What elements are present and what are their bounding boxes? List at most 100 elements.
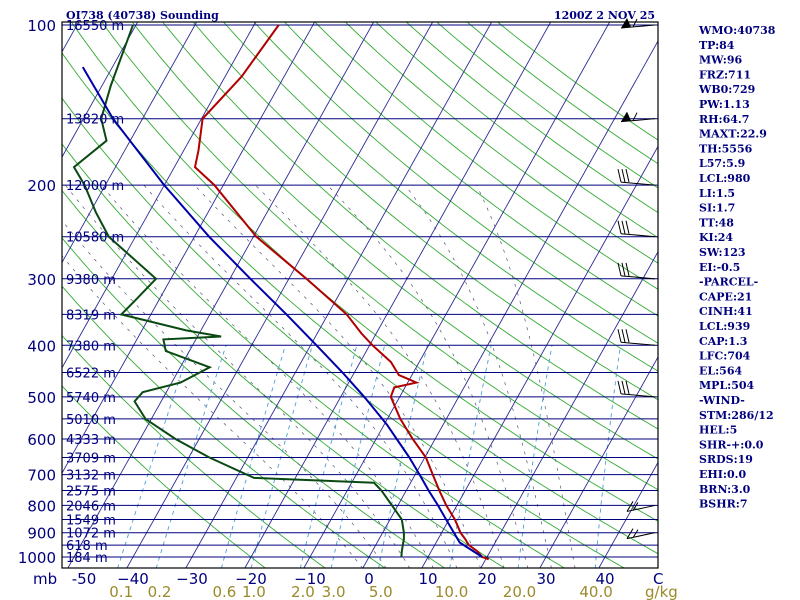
- moist-adiabat-line: [194, 184, 481, 568]
- temperature-profile-line: [193, 24, 490, 561]
- wind-barb-feather: [626, 528, 634, 539]
- wind-barb-feather: [632, 529, 639, 538]
- isotherm-line: [62, 22, 198, 264]
- mixing-ratio-label: 0.1: [109, 583, 133, 600]
- temperature-tick-label: −30: [176, 570, 208, 588]
- pressure-tick-label: 400: [27, 337, 56, 355]
- height-label: 12000 m: [66, 179, 124, 194]
- wind-barb-shaft: [620, 393, 656, 398]
- moist-adiabat-line: [143, 184, 458, 568]
- mixing-ratio-label: 2.0: [291, 583, 315, 600]
- isotherm-line: [303, 22, 611, 568]
- wind-barb-feather: [621, 262, 626, 276]
- stats-line: -WIND-: [699, 394, 745, 407]
- stats-line: TP:84: [699, 39, 735, 52]
- wind-barb: [620, 18, 656, 29]
- temperature-tick-label: −40: [117, 570, 149, 588]
- mixing-ratio-line: [155, 345, 227, 568]
- height-label: 1549 m: [66, 514, 116, 529]
- height-label: 7380 m: [66, 339, 116, 354]
- wind-barb-shaft: [620, 181, 656, 186]
- chart-datetime: 1200Z 2 NOV 25: [554, 9, 655, 22]
- grid-layer: [62, 22, 658, 568]
- wind-barb-feather: [625, 380, 630, 394]
- isotherm-line: [62, 22, 139, 159]
- height-label: 5010 m: [66, 413, 116, 428]
- wind-barb-feather: [632, 112, 638, 121]
- pressure-tick-label: 600: [27, 431, 56, 449]
- temperature-tick-label: 30: [536, 570, 555, 588]
- wind-barb-shaft: [620, 24, 656, 29]
- wind-barb-feather: [632, 502, 639, 511]
- temperature-tick-label: 40: [595, 570, 614, 588]
- dry-adiabat-line: [62, 189, 506, 568]
- mixing-ratio-label: 20.0: [503, 583, 536, 600]
- wind-barb-feather: [625, 329, 630, 343]
- stats-line: LFC:704: [699, 350, 751, 363]
- mixing-ratio-label: 3.0: [322, 583, 346, 600]
- mixing-ratio-line: [221, 345, 286, 568]
- stats-line: TH:5556: [699, 142, 753, 155]
- mixing-ratio-line: [594, 345, 621, 568]
- moist-adiabat-line: [255, 184, 505, 568]
- wind-barb-layer: [617, 18, 656, 540]
- dry-adiabat-line: [192, 22, 658, 401]
- wind-barb-shaft: [620, 118, 656, 123]
- mixing-ratio-label: 0.2: [148, 583, 172, 600]
- stats-line: FRZ:711: [699, 68, 751, 81]
- mixing-ratio-label: 0.6: [212, 583, 236, 600]
- height-label: 16550 m: [66, 19, 124, 34]
- stats-line: EHI:0.0: [699, 468, 746, 481]
- dry-adiabat-line: [62, 237, 446, 568]
- stats-line: SW:123: [699, 246, 746, 259]
- stats-line: LI:1.5: [699, 187, 735, 200]
- stats-line: SHR-+:0.0: [699, 438, 764, 451]
- wind-barb-feather: [617, 380, 622, 394]
- wind-barb: [617, 380, 656, 398]
- temperature-tick-label: −10: [294, 570, 326, 588]
- wind-barb-flag: [621, 18, 631, 28]
- height-label: 3132 m: [66, 469, 116, 484]
- height-label: 10580 m: [66, 231, 124, 246]
- wind-barb-feather: [625, 220, 630, 234]
- height-label: 5740 m: [66, 391, 116, 406]
- height-label: 2046 m: [66, 499, 116, 514]
- wind-barb-feather: [617, 262, 622, 276]
- isotherm-line: [421, 145, 658, 568]
- wind-barb: [617, 329, 656, 346]
- height-label: 13820 m: [66, 113, 124, 128]
- stats-line: STM:286/12: [699, 409, 774, 422]
- height-label: 6522 m: [66, 367, 116, 382]
- wind-barb-shaft: [626, 504, 656, 512]
- height-label: 618 m: [66, 539, 108, 554]
- wind-barb: [617, 262, 656, 280]
- height-label: 2575 m: [66, 485, 116, 500]
- stats-line: -PARCEL-: [699, 276, 758, 289]
- temperature-tick-label: 0: [364, 570, 374, 588]
- x-axis-unit-left: mb: [33, 570, 57, 588]
- stats-line: MAXT:22.9: [699, 128, 767, 141]
- height-label: 4333 m: [66, 433, 116, 448]
- mixing-ratio-line: [299, 345, 358, 568]
- stats-line: RH:64.7: [699, 113, 749, 126]
- stats-line: KI:24: [699, 231, 733, 244]
- stats-line: CINH:41: [699, 305, 753, 318]
- mixing-ratio-line: [378, 345, 428, 568]
- stats-line: SRDS:19: [699, 453, 753, 466]
- pressure-tick-label: 800: [27, 497, 56, 515]
- stats-line: SI:1.7: [699, 202, 735, 215]
- stats-line: TT:48: [699, 216, 734, 229]
- isotherm-line: [126, 22, 434, 568]
- stats-line: MW:96: [699, 54, 742, 67]
- dry-adiabat-line: [62, 385, 266, 568]
- pressure-tick-label: 1000: [18, 549, 56, 567]
- mixing-ratio-label: 40.0: [579, 583, 612, 600]
- stats-line: WB0:729: [698, 83, 755, 96]
- moist-adiabat-line: [101, 184, 434, 568]
- wind-barb-shaft: [620, 341, 656, 346]
- wind-barb-feather: [621, 380, 626, 394]
